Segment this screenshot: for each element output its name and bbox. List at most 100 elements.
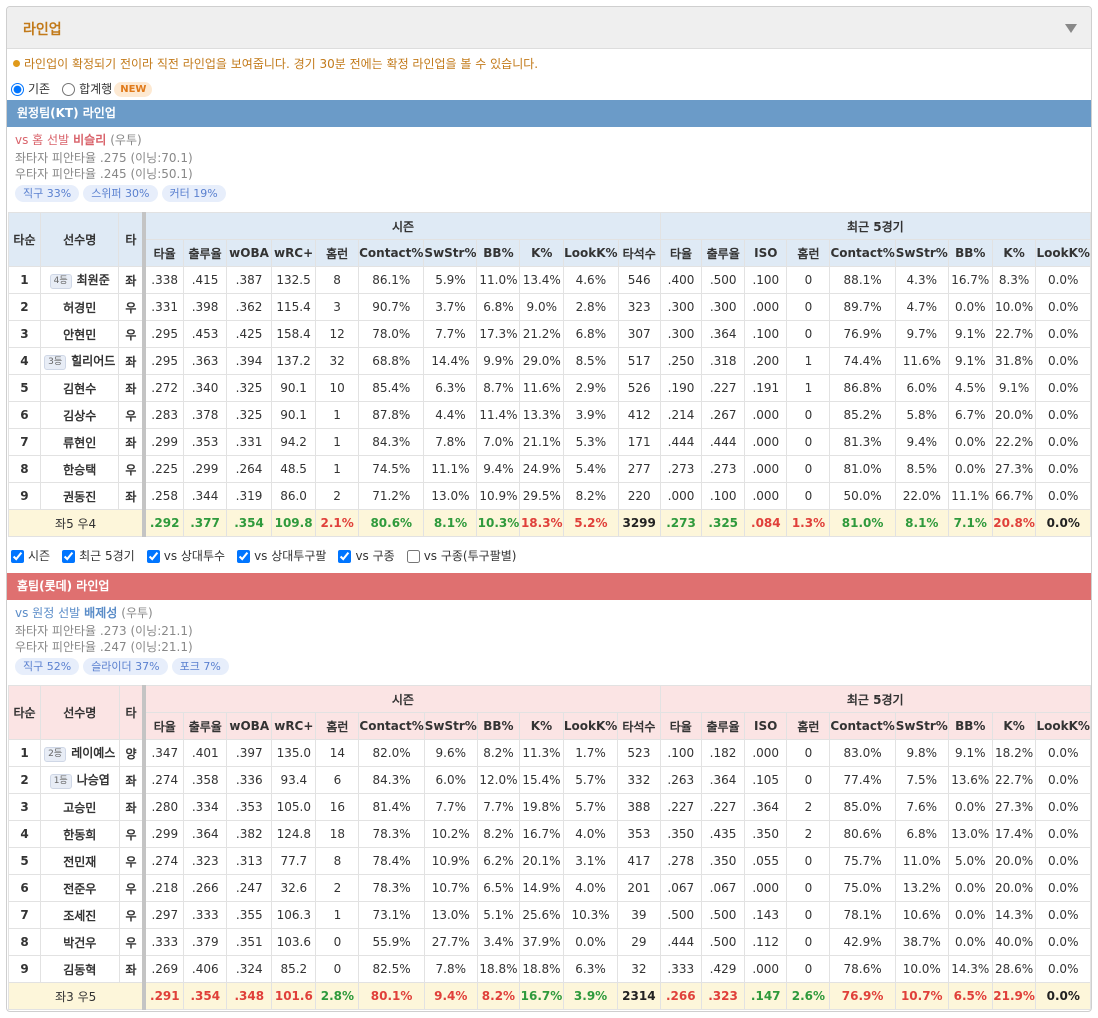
- stat-cell: 32: [617, 955, 661, 983]
- player-row[interactable]: 4 한동희 우 .299.364.382 124.8 18 78.3% 10.2% 8.2% 16…: [8, 820, 1091, 848]
- column-header: LookK%: [563, 239, 619, 267]
- stat-cell: .500: [701, 901, 746, 929]
- stat-cell: 27.3%: [991, 793, 1037, 821]
- column-header: Contact%: [358, 239, 425, 267]
- stat-cell: 76.9%: [829, 320, 896, 348]
- stat-cell: 94.2: [271, 428, 317, 456]
- stat-cell: .299: [183, 455, 228, 483]
- player-row[interactable]: 8 박건우 우 .333.379.351 103.6 0 55.9% 27.7% 3.4% 37.…: [8, 928, 1091, 956]
- player-row[interactable]: 5 전민재 우 .274.323.313 77.7 8 78.4% 10.9% 6.2% 20.1…: [8, 847, 1091, 875]
- radio-input[interactable]: [11, 82, 24, 96]
- option[interactable]: vs 상대투구팔: [237, 546, 326, 566]
- collapse-icon[interactable]: [1065, 24, 1077, 33]
- checkbox-input[interactable]: [62, 549, 76, 563]
- notice-dot: [13, 60, 20, 67]
- column-header: K%: [519, 712, 564, 740]
- player-row[interactable]: 3 고승민 좌 .280.334.353 105.0 16 81.4% 7.7% 7.7% 19.…: [8, 793, 1091, 821]
- teams: 원정팀(KT) 라인업 vs 홈 선발 비슬리 (우투) 좌타자 피안타율 .275 (…: [7, 100, 1091, 1010]
- batting-order: 4: [8, 347, 41, 375]
- player-row[interactable]: 6 전준우 우 .218.266.247 32.6 2 78.3% 10.7% 6.5% 14.9…: [8, 874, 1091, 902]
- column-header: SwStr%: [894, 712, 949, 740]
- stat-cell: 1.7%: [562, 739, 619, 767]
- stat-cell: .100: [659, 739, 703, 767]
- bat-hand: 우: [118, 874, 145, 902]
- player-row[interactable]: 5 김현수 좌 .272.340.325 90.1 10 85.4% 6.3% 8.7% 11.6…: [8, 374, 1091, 402]
- stat-cell: .000: [744, 482, 788, 510]
- checkbox-input[interactable]: [237, 549, 251, 563]
- option[interactable]: 기존: [11, 78, 50, 100]
- player-row[interactable]: 8 한승택 우 .225.299.264 48.5 1 74.5% 11.1% 9.4% 24.9…: [8, 455, 1091, 483]
- option[interactable]: 시즌: [11, 546, 50, 566]
- panel-header[interactable]: 라인업: [7, 7, 1091, 49]
- vs-line: vs 홈 선발 비슬리 (우투): [15, 131, 1083, 150]
- stat-cell: 0.0%: [1035, 401, 1091, 429]
- player-row[interactable]: 2 허경민 우 .331.398.362 115.4 3 90.7% 3.7% 6.8% 9.0%…: [8, 293, 1091, 321]
- player-row[interactable]: 9 권동진 좌 .258.344.319 86.0 2 71.2% 13.0% 10.9% 29.…: [8, 482, 1091, 510]
- stat-cell: .353: [183, 428, 228, 456]
- player-row[interactable]: 7 조세진 우 .297.333.355 106.3 1 73.1% 13.0% 5.1% 25.…: [8, 901, 1091, 929]
- stat-cell: 78.3%: [358, 874, 425, 902]
- summary-cell: .266: [659, 982, 703, 1010]
- option[interactable]: vs 상대투수: [146, 546, 225, 566]
- player-row[interactable]: 1 2등 레이예스 양 .347.401.397 135.0 14 82.0% 9.6% 8.2%…: [8, 739, 1091, 767]
- player-name-text: 고승민: [63, 800, 97, 815]
- stat-cell: 85.4%: [358, 374, 425, 402]
- stat-cell: 20.0%: [991, 847, 1037, 875]
- player-row[interactable]: 1 4등 최원준 좌 .338.415.387 132.5 8 86.1% 5.9% 11.0% 1…: [8, 266, 1091, 294]
- stat-cell: .283: [142, 401, 185, 429]
- option[interactable]: 최근 5경기: [62, 546, 135, 566]
- column-header: 타율: [142, 712, 185, 740]
- column-header: BB%: [476, 239, 521, 267]
- stat-cell: .435: [701, 820, 746, 848]
- player-row[interactable]: 2 1등 나승엽 좌 .274.358.336 93.4 6 84.3% 6.0% 12.0% 15…: [8, 766, 1091, 794]
- stat-cell: 82.0%: [358, 739, 425, 767]
- summary-cell: 81.0%: [829, 509, 896, 537]
- stat-cell: .247: [226, 874, 273, 902]
- stat-cell: .344: [183, 482, 228, 510]
- stat-cell: 12.0%: [476, 766, 521, 794]
- vs-line: vs 원정 선발 배제성 (우투): [15, 604, 1083, 623]
- player-row[interactable]: 6 김상수 우 .283.378.325 90.1 1 87.8% 4.4% 11.4% 13.3…: [8, 401, 1091, 429]
- player-name-text: 전준우: [63, 881, 97, 896]
- column-header: LookK%: [562, 712, 619, 740]
- summary-cell: .377: [183, 509, 228, 537]
- column-header: wOBA: [226, 239, 273, 267]
- stat-cell: .299: [142, 820, 185, 848]
- player-row[interactable]: 4 3등 힐리어드 좌 .295.363.394 137.2 32 68.8% 14.4% 9.9…: [8, 347, 1091, 375]
- player-name: 한동희: [39, 820, 120, 848]
- stat-cell: .334: [183, 793, 228, 821]
- batting-order: 3: [8, 320, 41, 348]
- player-row[interactable]: 3 안현민 우 .295.453.425 158.4 12 78.0% 7.7% 17.3% 21…: [8, 320, 1091, 348]
- checkbox-input[interactable]: [11, 549, 24, 563]
- stat-cell: 7.5%: [894, 766, 949, 794]
- checkbox-input[interactable]: [146, 549, 160, 563]
- player-name-text: 권동진: [63, 489, 97, 504]
- stat-cell: 0: [315, 928, 360, 956]
- stat-cell: 8.2%: [476, 739, 521, 767]
- stat-cell: 2: [786, 793, 831, 821]
- stat-cell: 6.2%: [476, 847, 521, 875]
- checkbox-input[interactable]: [338, 549, 352, 563]
- player-name: 김현수: [39, 374, 120, 402]
- stat-cell: 13.6%: [947, 766, 993, 794]
- column-header: 타순: [8, 212, 41, 267]
- stat-cell: 7.8%: [423, 428, 478, 456]
- pitch-mix: 직구 52% 슬라이더 37% 포크 7%: [15, 655, 1083, 679]
- stat-cell: 2.9%: [563, 374, 619, 402]
- stat-cell: 55.9%: [358, 928, 425, 956]
- player-row[interactable]: 7 류현인 좌 .299.353.331 94.2 1 84.3% 7.8% 7.0% 21.1%…: [8, 428, 1091, 456]
- stat-cell: 32.6: [271, 874, 317, 902]
- option[interactable]: vs 구종(투구팔별): [406, 546, 516, 566]
- summary-label: 좌3 우5: [8, 982, 145, 1010]
- stat-cell: 0: [786, 320, 831, 348]
- batting-order: 6: [8, 874, 41, 902]
- player-row[interactable]: 9 김동혁 좌 .269.406.324 85.2 0 82.5% 7.8% 18.8% 18.8…: [8, 955, 1091, 983]
- stat-cell: .300: [659, 320, 703, 348]
- option[interactable]: vs 구종: [338, 546, 395, 566]
- checkbox-input[interactable]: [406, 549, 420, 563]
- option[interactable]: 합계행 NEW: [62, 78, 153, 100]
- stat-cell: 1: [786, 347, 831, 375]
- radio-input[interactable]: [62, 82, 76, 96]
- stat-cell: 81.0%: [829, 455, 896, 483]
- pitch-chip: 직구 52%: [15, 658, 80, 675]
